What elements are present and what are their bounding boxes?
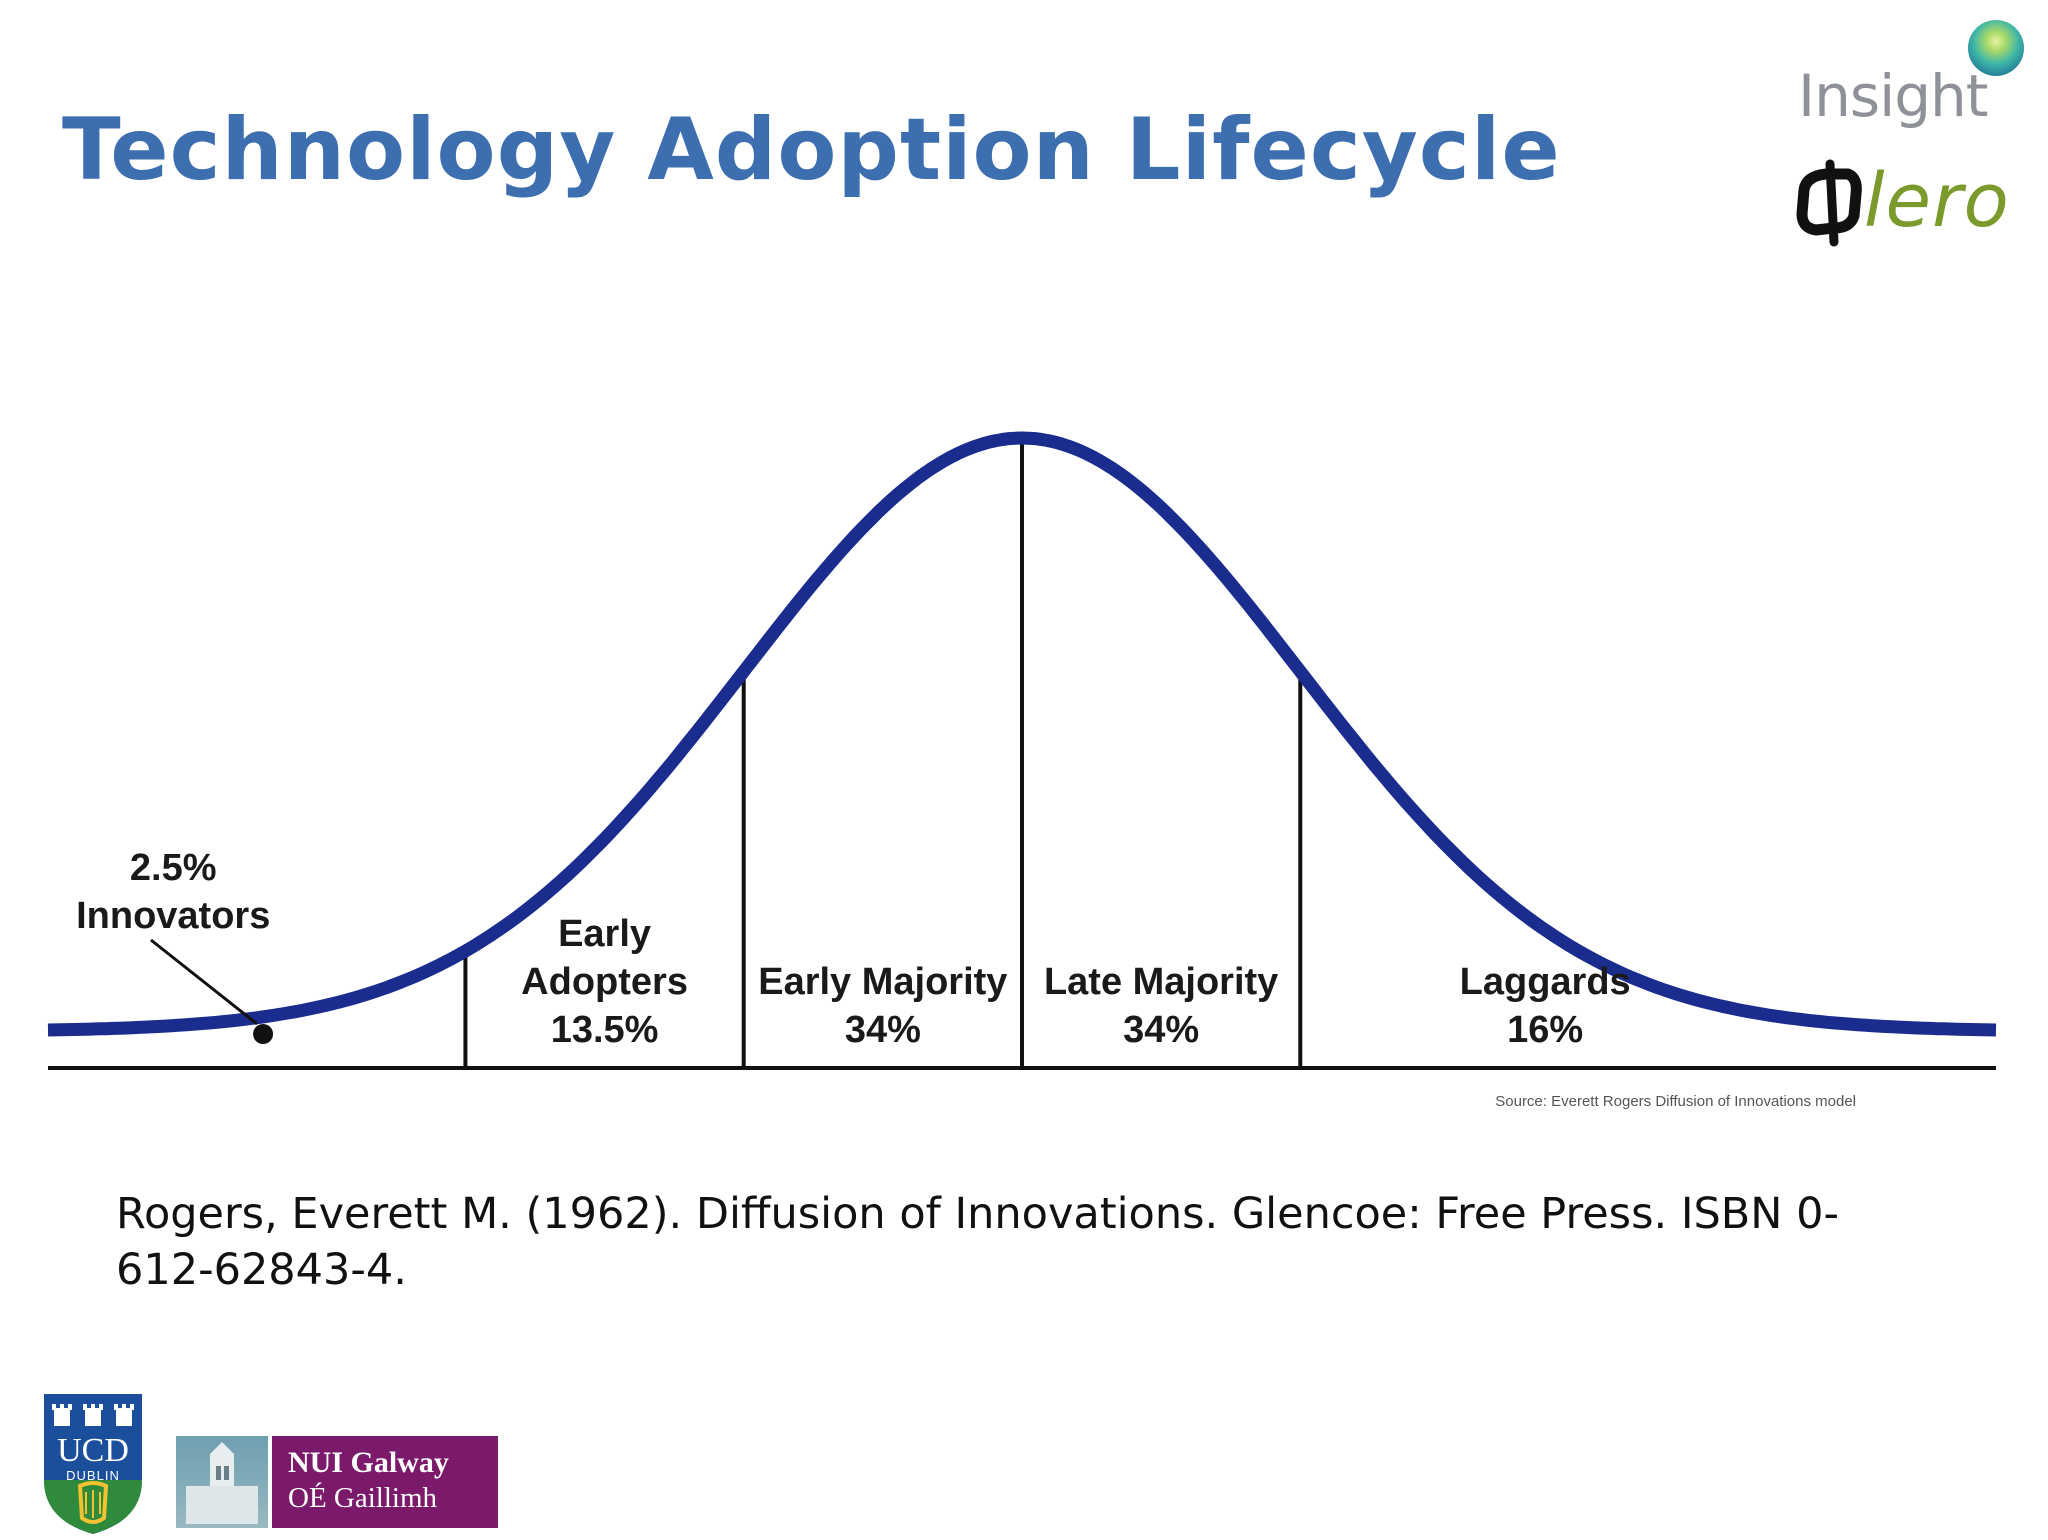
innovators-pointer-line: [150, 938, 258, 1026]
label-laggards-percent: 16%: [1507, 1009, 1583, 1051]
nui-building-image: [176, 1436, 268, 1528]
label-innovators-percent: 2.5%: [130, 847, 217, 889]
insight-orb-icon: [1968, 20, 2024, 76]
label-late-majority-name: Late Majority: [1044, 961, 1278, 1003]
label-early-adopters-1: Adopters: [521, 961, 688, 1003]
nui-galway-wordmark: NUI Galway OÉ Gaillimh: [272, 1436, 498, 1528]
insight-logo-text: Insight: [1798, 62, 1989, 130]
innovators-pointer-dot: [253, 1024, 274, 1044]
ucd-logo-subtext: DUBLIN: [66, 1468, 120, 1483]
label-early-adopters-0: Early: [558, 913, 651, 955]
nui-logo-line2: OÉ Gaillimh: [288, 1482, 438, 1514]
lero-logo: lero: [1796, 158, 2036, 248]
ucd-logo: UCD DUBLIN: [40, 1388, 146, 1536]
citation-reference: Rogers, Everett M. (1962). Diffusion of …: [116, 1189, 1840, 1295]
insight-logo: Insight: [1790, 20, 2030, 140]
ucd-logo-text: UCD: [57, 1432, 129, 1469]
nui-galway-logo: NUI Galway OÉ Gaillimh: [176, 1436, 498, 1528]
slide-title: Technology Adoption Lifecycle: [62, 100, 1561, 200]
label-laggards-name: Laggards: [1460, 961, 1631, 1003]
nui-logo-line1: NUI Galway: [288, 1446, 449, 1479]
lero-logo-text: lero: [1864, 158, 2010, 244]
ucd-crest-icon: [44, 1394, 142, 1534]
label-innovators-name: Innovators: [76, 895, 270, 937]
label-early-majority-name: Early Majority: [758, 961, 1007, 1003]
bell-curve-line: [47, 431, 1997, 1037]
chart-source-note: Source: Everett Rogers Diffusion of Inno…: [1495, 1093, 1856, 1110]
label-late-majority-percent: 34%: [1123, 1009, 1199, 1051]
adoption-chart: 2.5% Innovators Early Adopters 13.5% Early Ma…: [47, 431, 1997, 1110]
label-early-adopters-2: 13.5%: [551, 1009, 659, 1051]
lero-mark-icon: [1796, 159, 1862, 247]
label-early-majority-percent: 34%: [845, 1009, 921, 1051]
